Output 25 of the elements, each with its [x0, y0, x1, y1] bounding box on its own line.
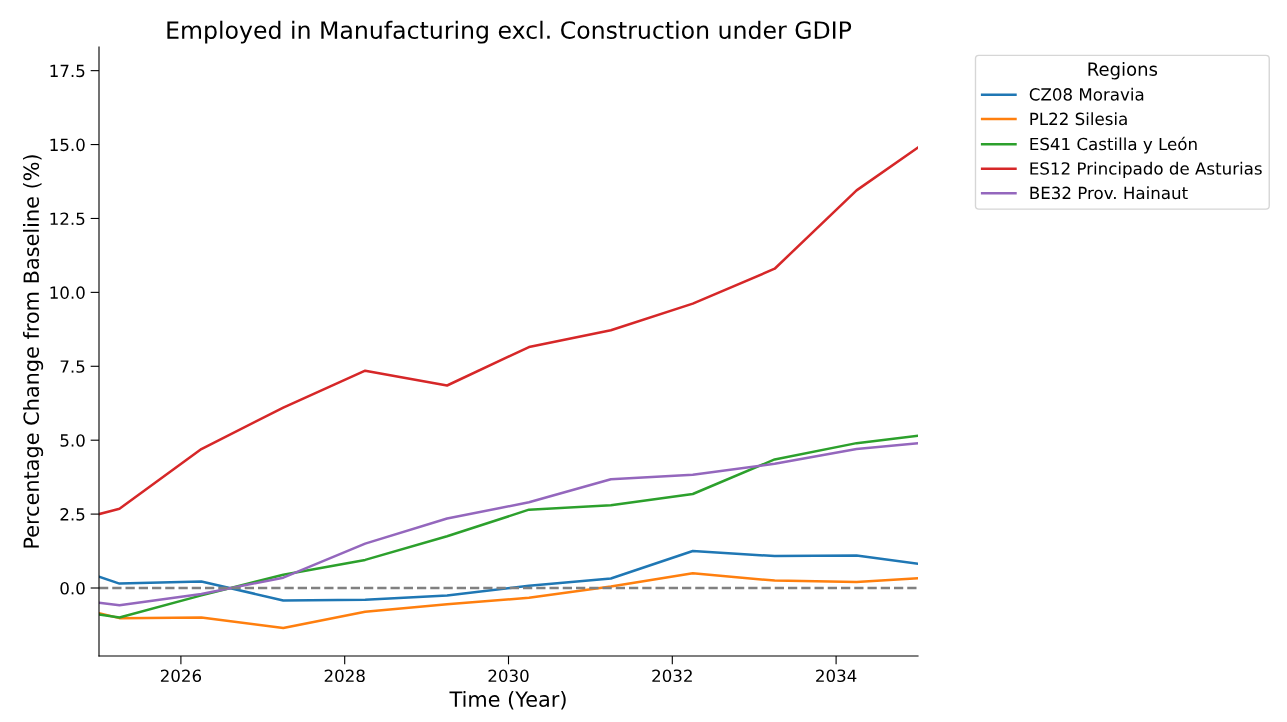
legend-label: BE32 Prov. Hainaut: [1030, 186, 1188, 200]
x-axis-title: Time (Year): [449, 690, 566, 710]
line-series: [99, 571, 918, 630]
line-series: [99, 549, 918, 602]
x-tick-label: 2032: [652, 669, 692, 683]
legend-label: ES12 Principado de Asturias: [1030, 161, 1262, 178]
x-tick-label: 2026: [160, 669, 202, 683]
y-tick-label: 2.5: [60, 508, 85, 521]
chart-title: Employed in Manufacturing excl. Construction under GDIP: [167, 20, 852, 44]
legend-label: PL22 Silesia: [1030, 112, 1127, 126]
legend-title: Regions: [1088, 62, 1158, 80]
y-tick-label: 7.5: [60, 360, 85, 373]
y-tick-label: 10.0: [50, 286, 85, 299]
y-tick-label: 5.0: [60, 434, 85, 447]
y-tick-label: 12.5: [50, 212, 85, 226]
y-tick-label: 15.0: [50, 138, 85, 152]
legend-label: ES41 Castilla y León: [1030, 136, 1197, 154]
y-tick-label: 0.0: [60, 581, 85, 595]
y-tick-label: 17.5: [50, 64, 85, 78]
x-tick-label: 2034: [816, 669, 857, 683]
line-series: [99, 146, 918, 516]
x-tick-label: 2028: [324, 669, 365, 683]
legend-label: CZ08 Moravia: [1029, 87, 1144, 101]
x-tick-label: 2030: [488, 669, 529, 683]
y-axis-title: Percentage Change from Baseline (%): [22, 155, 44, 548]
